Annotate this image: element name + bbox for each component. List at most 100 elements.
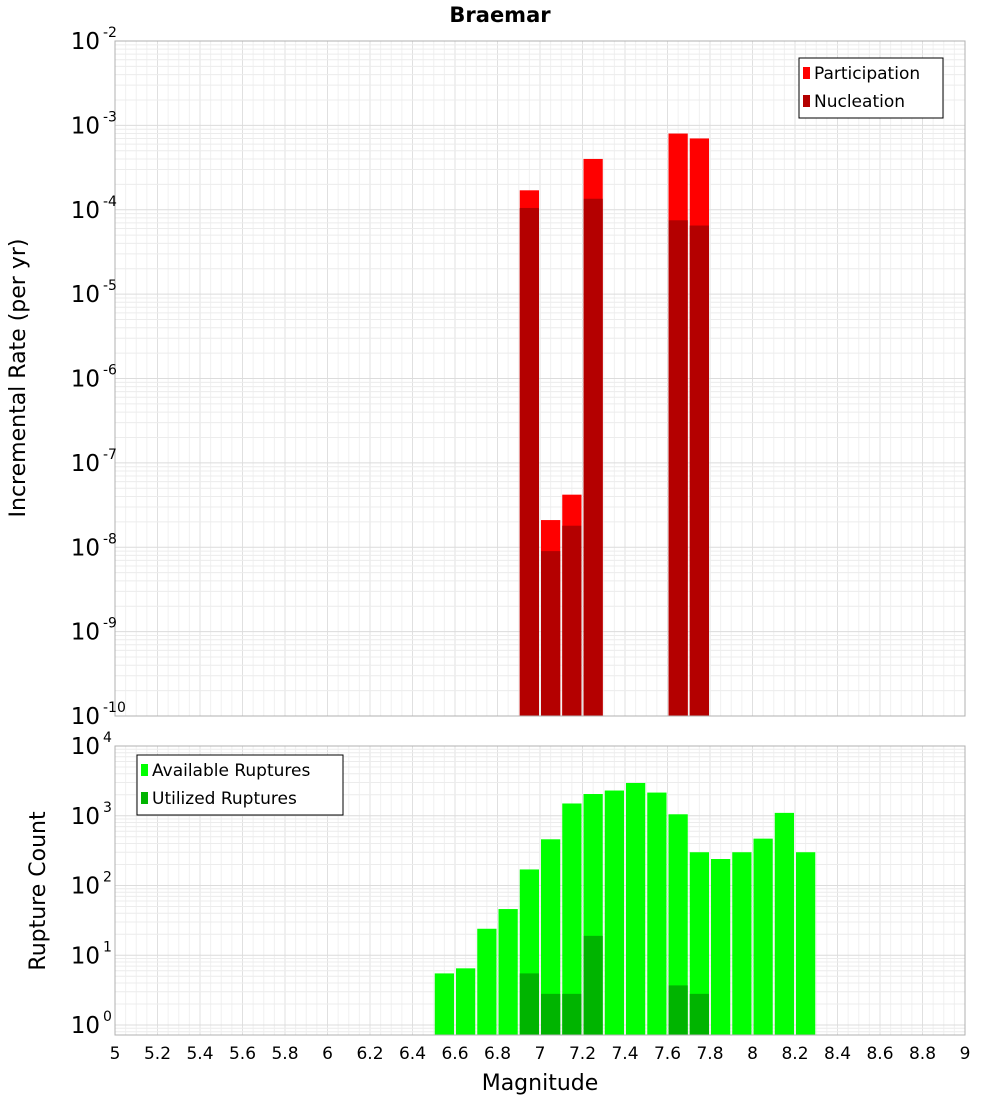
x-tick-label: 6.6 — [441, 1044, 468, 1064]
bar-available-ruptures — [456, 968, 476, 1035]
x-tick-label: 5.8 — [271, 1044, 298, 1064]
legend-label: Utilized Ruptures — [152, 789, 297, 809]
y-tick-label: 10 — [71, 535, 100, 561]
legend-label: Nucleation — [814, 92, 905, 112]
y-tick-exponent: -8 — [103, 531, 117, 547]
bar-available-ruptures — [498, 909, 518, 1035]
bar-utilized-ruptures — [562, 993, 582, 1035]
rate-legend: Participation Nucleation — [798, 57, 944, 119]
bar-available-ruptures — [626, 782, 646, 1035]
x-tick-label: 5.6 — [229, 1044, 256, 1064]
x-tick-label: 6.4 — [399, 1044, 426, 1064]
chart-title: Braemar — [449, 3, 551, 27]
y-tick-exponent: -5 — [103, 278, 117, 294]
count-y-axis-label: Rupture Count — [26, 811, 51, 971]
bar-utilized-ruptures — [668, 985, 688, 1035]
legend-label: Available Ruptures — [152, 761, 310, 781]
bar-available-ruptures — [711, 858, 731, 1035]
legend-swatch — [803, 95, 810, 107]
x-tick-label: 5.4 — [186, 1044, 213, 1064]
y-tick-exponent: -6 — [103, 363, 117, 379]
bar-available-ruptures — [668, 814, 688, 1035]
y-tick-exponent: -9 — [103, 616, 117, 632]
y-tick-exponent: -4 — [103, 194, 117, 210]
legend-swatch — [803, 67, 810, 79]
x-tick-label: 8.4 — [824, 1044, 851, 1064]
x-tick-label: 7 — [535, 1044, 546, 1064]
x-ticks: 5 5.2 5.4 5.6 5.8 6 6.2 6.4 6.6 6.8 7 7.2 7.4 7.6 7.8 8… — [110, 1044, 971, 1064]
y-tick-label: 10 — [71, 29, 100, 55]
x-tick-label: 6.2 — [356, 1044, 383, 1064]
y-tick-label: 10 — [71, 282, 100, 308]
bar-nucleation — [583, 198, 603, 717]
x-tick-label: 6.8 — [484, 1044, 511, 1064]
y-tick-label: 10 — [71, 451, 100, 477]
bar-utilized-ruptures — [583, 935, 603, 1035]
bar-available-ruptures — [647, 792, 667, 1035]
legend-label: Participation — [814, 64, 920, 84]
x-tick-label: 8.2 — [781, 1044, 808, 1064]
y-tick-label: 10 — [71, 804, 100, 830]
bar-available-ruptures — [689, 852, 709, 1035]
x-tick-label: 8.8 — [909, 1044, 936, 1064]
bar-nucleation — [519, 207, 539, 716]
legend-box — [136, 754, 344, 816]
y-tick-label: 10 — [71, 943, 100, 969]
rate-bars — [114, 40, 966, 717]
bar-available-ruptures — [434, 973, 454, 1035]
bar-available-ruptures — [562, 803, 582, 1035]
rate-y-axis-label: Incremental Rate (per yr) — [6, 239, 31, 518]
y-tick-exponent: 2 — [103, 870, 112, 886]
x-tick-label: 7.8 — [696, 1044, 723, 1064]
bar-available-ruptures — [753, 838, 773, 1035]
x-axis-label: Magnitude — [482, 1071, 599, 1096]
x-tick-label: 7.4 — [611, 1044, 638, 1064]
bar-available-ruptures — [541, 839, 561, 1035]
bar-available-ruptures — [774, 812, 794, 1035]
y-tick-label: 10 — [71, 620, 100, 646]
bar-nucleation — [668, 220, 688, 717]
x-tick-label: 7.6 — [654, 1044, 681, 1064]
count-bars — [114, 745, 966, 1036]
y-tick-label: 10 — [71, 113, 100, 139]
y-tick-label: 10 — [71, 367, 100, 393]
x-tick-label: 8 — [747, 1044, 758, 1064]
bar-nucleation — [562, 525, 582, 716]
count-plot-border — [114, 745, 966, 1036]
x-tick-label: 6 — [322, 1044, 333, 1064]
y-tick-exponent: -10 — [103, 700, 126, 716]
y-tick-exponent: 4 — [103, 730, 112, 746]
y-tick-label: 10 — [71, 704, 100, 730]
x-tick-label: 8.6 — [866, 1044, 893, 1064]
y-tick-exponent: 3 — [103, 800, 112, 816]
x-tick-label: 5 — [110, 1044, 121, 1064]
y-tick-exponent: -7 — [103, 447, 117, 463]
y-tick-label: 10 — [71, 734, 100, 760]
legend-box — [798, 57, 944, 119]
bar-available-ruptures — [477, 928, 497, 1035]
rate-plot-border — [114, 40, 966, 717]
rate-gridlines — [114, 40, 966, 717]
x-tick-label: 5.2 — [144, 1044, 171, 1064]
bar-available-ruptures — [796, 852, 816, 1035]
legend-swatch — [141, 792, 148, 804]
bar-nucleation — [541, 551, 561, 716]
legend-swatch — [141, 764, 148, 776]
y-tick-exponent: 1 — [103, 939, 112, 955]
bar-nucleation — [689, 225, 709, 716]
y-tick-label: 10 — [71, 1013, 100, 1039]
bar-utilized-ruptures — [519, 973, 539, 1035]
bar-available-ruptures — [604, 790, 624, 1035]
y-tick-exponent: -3 — [103, 109, 117, 125]
x-tick-label: 9 — [960, 1044, 971, 1064]
bar-utilized-ruptures — [689, 993, 709, 1035]
y-tick-exponent: -2 — [103, 25, 117, 41]
y-tick-exponent: 0 — [103, 1009, 112, 1025]
bar-available-ruptures — [732, 852, 752, 1035]
x-tick-label: 7.2 — [569, 1044, 596, 1064]
count-legend: Available Ruptures Utilized Ruptures — [136, 754, 344, 816]
y-tick-label: 10 — [71, 198, 100, 224]
